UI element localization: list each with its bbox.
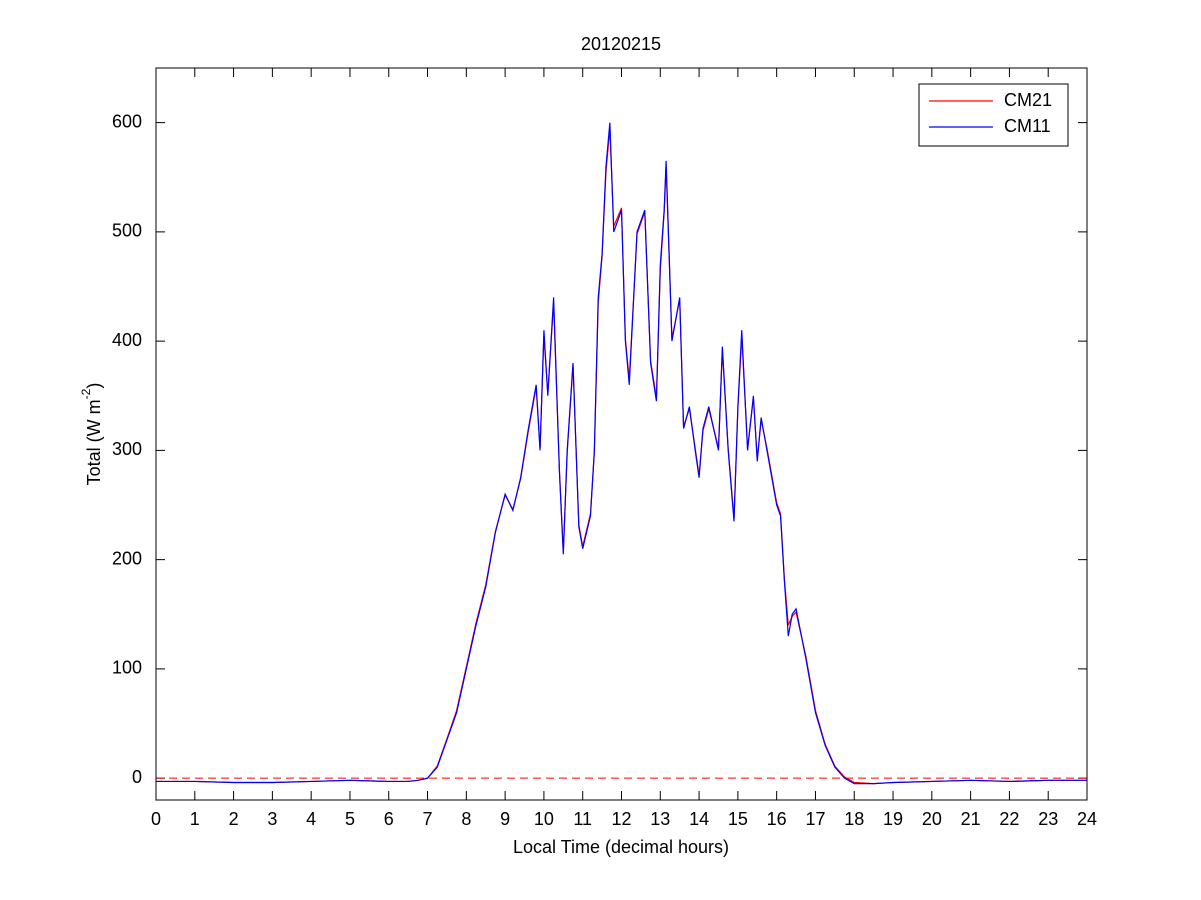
y-tick-label: 200 bbox=[112, 548, 142, 568]
x-tick-label: 17 bbox=[805, 809, 825, 829]
x-tick-label: 10 bbox=[534, 809, 554, 829]
x-tick-label: 12 bbox=[611, 809, 631, 829]
data-line bbox=[156, 122, 1087, 785]
x-tick-label: 21 bbox=[961, 809, 981, 829]
x-tick-label: 13 bbox=[650, 809, 670, 829]
y-tick-label: 100 bbox=[112, 658, 142, 678]
legend-box bbox=[918, 83, 1069, 147]
x-tick-label: 5 bbox=[345, 809, 355, 829]
x-tick-label: 23 bbox=[1038, 809, 1058, 829]
y-label-suffix: ) bbox=[84, 383, 104, 389]
x-tick-label: 6 bbox=[384, 809, 394, 829]
y-label-sup: -2 bbox=[79, 388, 93, 399]
y-tick-label: 500 bbox=[112, 221, 142, 241]
x-tick-label: 19 bbox=[883, 809, 903, 829]
y-axis-label: Total (W m-2) bbox=[79, 383, 104, 486]
x-tick-label: 2 bbox=[229, 809, 239, 829]
x-tick-label: 22 bbox=[999, 809, 1019, 829]
y-tick-label: 400 bbox=[112, 330, 142, 350]
x-tick-label: 18 bbox=[844, 809, 864, 829]
x-tick-label: 20 bbox=[922, 809, 942, 829]
x-axis-label: Local Time (decimal hours) bbox=[513, 837, 729, 857]
x-tick-label: 11 bbox=[573, 809, 592, 829]
chart-title: 20120215 bbox=[581, 34, 661, 54]
x-tick-label: 16 bbox=[767, 809, 787, 829]
x-tick-label: 7 bbox=[423, 809, 433, 829]
y-tick-label: 300 bbox=[112, 439, 142, 459]
plot-frame bbox=[155, 67, 1088, 801]
x-tick-label: 0 bbox=[151, 809, 161, 829]
x-tick-label: 14 bbox=[689, 809, 709, 829]
y-tick-label: 600 bbox=[112, 111, 142, 131]
legend-label: CM11 bbox=[1004, 116, 1051, 136]
x-tick-label: 9 bbox=[500, 809, 510, 829]
x-tick-label: 24 bbox=[1077, 809, 1097, 829]
x-tick-label: 4 bbox=[306, 809, 316, 829]
y-label-text: Total (W m bbox=[84, 399, 104, 485]
y-tick-label: 0 bbox=[132, 767, 142, 787]
x-tick-label: 3 bbox=[267, 809, 277, 829]
x-tick-label: 1 bbox=[190, 809, 200, 829]
x-tick-label: 15 bbox=[728, 809, 748, 829]
x-tick-label: 8 bbox=[461, 809, 471, 829]
legend-label: CM21 bbox=[1004, 90, 1052, 110]
